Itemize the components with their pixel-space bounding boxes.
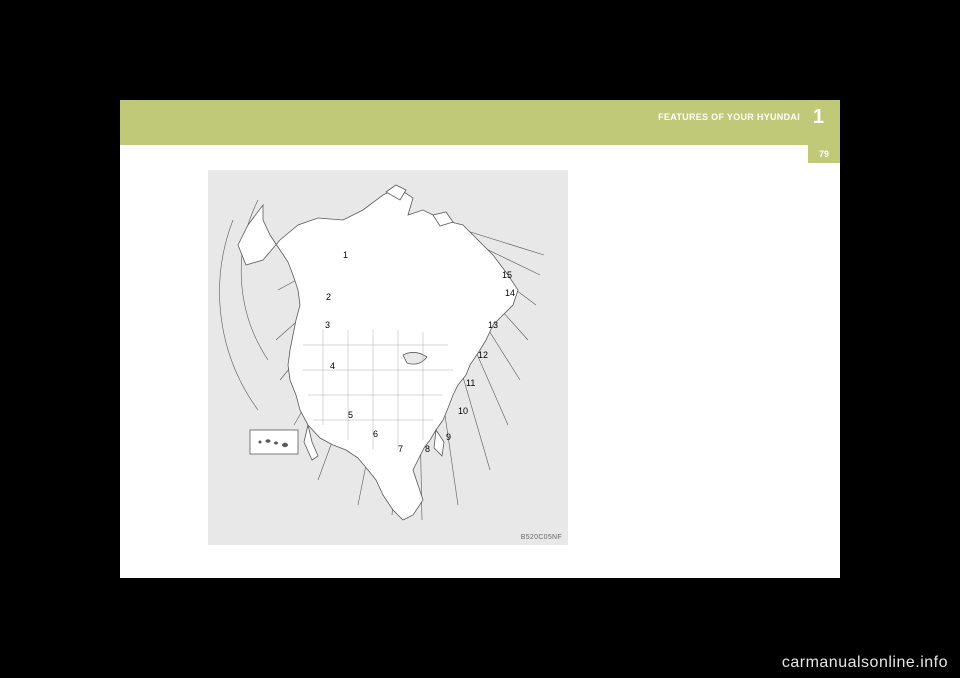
zone-label-7: 7 [398, 444, 403, 454]
map-svg: 123456789101112131415 [208, 170, 568, 545]
zone-label-9: 9 [446, 432, 451, 442]
zone-label-10: 10 [458, 406, 468, 416]
figure-id: B520C05NF [521, 534, 562, 541]
zone-label-3: 3 [325, 320, 330, 330]
zone-label-14: 14 [505, 288, 515, 298]
zone-label-13: 13 [488, 320, 498, 330]
chapter-number: 1 [813, 106, 824, 129]
zone-label-15: 15 [502, 270, 512, 280]
page-number-tab: 79 [808, 145, 840, 163]
watermark: carmanualsonline.info [782, 654, 948, 672]
zone-label-11: 11 [466, 378, 475, 388]
zone-label-6: 6 [373, 429, 378, 439]
header-band: FEATURES OF YOUR HYUNDAI 1 [120, 100, 840, 145]
zone-label-5: 5 [348, 410, 353, 420]
zone-label-8: 8 [425, 444, 430, 454]
section-title: FEATURES OF YOUR HYUNDAI [658, 112, 800, 122]
zone-label-2: 2 [326, 292, 331, 302]
north-america-outline [238, 185, 518, 520]
hawaii-inset [250, 430, 298, 454]
zone-label-12: 12 [478, 350, 488, 360]
compass-zone-map-figure: 123456789101112131415 B520C05NF [208, 170, 568, 545]
zone-label-4: 4 [330, 361, 335, 371]
zone-label-1: 1 [343, 250, 348, 260]
manual-page: FEATURES OF YOUR HYUNDAI 1 79 [120, 100, 840, 578]
